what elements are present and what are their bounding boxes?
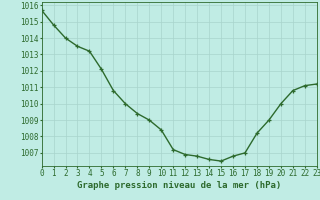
- X-axis label: Graphe pression niveau de la mer (hPa): Graphe pression niveau de la mer (hPa): [77, 181, 281, 190]
